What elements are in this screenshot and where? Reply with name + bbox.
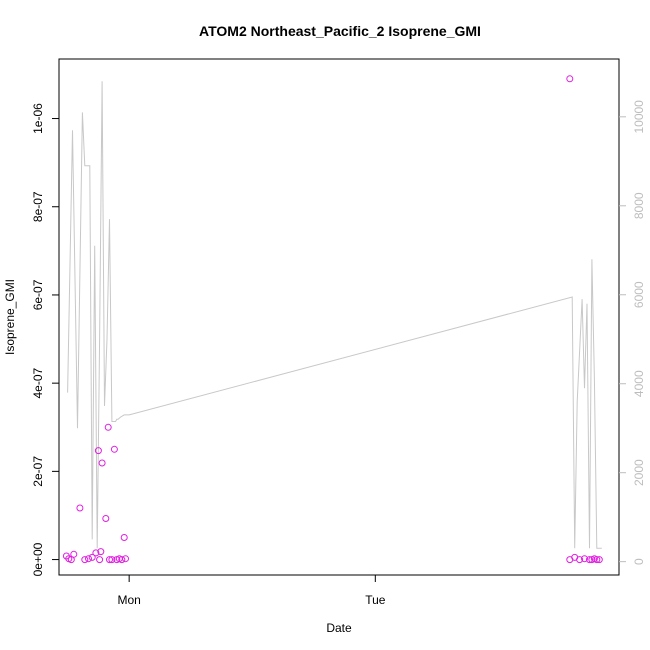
y-left-tick-label-2: 4e-07 — [31, 367, 45, 398]
data-point-9 — [94, 447, 102, 455]
data-point-6 — [85, 555, 92, 563]
data-point-5 — [81, 556, 89, 564]
data-point-13 — [102, 515, 110, 522]
x-tick-label-0: Mon — [117, 593, 140, 607]
data-point-7 — [88, 553, 96, 561]
data-point-16 — [108, 556, 116, 564]
y-left-tick-label-3: 6e-07 — [31, 279, 45, 310]
point-layer — [62, 75, 603, 564]
data-point-21 — [120, 534, 128, 541]
data-point-3 — [70, 550, 78, 558]
plot-frame — [58, 58, 620, 576]
y-right-tick-label-0: 0 — [632, 558, 646, 565]
altitude-line-0 — [67, 81, 602, 549]
y-right-tick-label-3: 6000 — [632, 281, 646, 308]
x-tick-label-1: Tue — [365, 593, 386, 607]
y-axis-label: Isoprene_GMI — [3, 279, 17, 355]
y-right-tick-label-5: 10000 — [632, 100, 646, 134]
data-point-17 — [110, 445, 118, 453]
y-right-tick-label-1: 2000 — [632, 459, 646, 486]
data-point-12 — [98, 459, 106, 467]
y-left-tick-label-5: 1e-06 — [31, 103, 45, 134]
data-point-24 — [566, 75, 574, 83]
y-left-tick-label-1: 2e-07 — [31, 456, 45, 487]
data-point-8 — [92, 549, 100, 557]
data-point-31 — [593, 556, 601, 564]
data-point-32 — [595, 556, 603, 564]
y-right-tick-label-4: 8000 — [632, 192, 646, 219]
data-point-4 — [76, 504, 84, 512]
axis-layer: Mon Tue 0e+00 2e-07 4e-07 6e-07 8e-07 1e-06 0 200… — [31, 100, 646, 607]
data-point-14 — [104, 423, 112, 431]
line-layer — [67, 81, 602, 549]
data-point-26 — [576, 556, 584, 564]
y-right-tick-label-2: 4000 — [632, 370, 646, 397]
data-point-15 — [106, 556, 113, 564]
data-point-20 — [118, 556, 126, 564]
chart-title: ATOM2 Northeast_Pacific_2 Isoprene_GMI — [199, 23, 481, 39]
data-point-27 — [581, 555, 588, 563]
data-point-11 — [97, 548, 105, 556]
data-point-22 — [122, 555, 129, 563]
data-point-28 — [586, 556, 593, 564]
y-left-tick-label-4: 8e-07 — [31, 191, 45, 222]
y-left-tick-label-0: 0e+00 — [31, 542, 45, 576]
data-point-10 — [96, 556, 104, 564]
x-axis-label: Date — [326, 621, 352, 635]
